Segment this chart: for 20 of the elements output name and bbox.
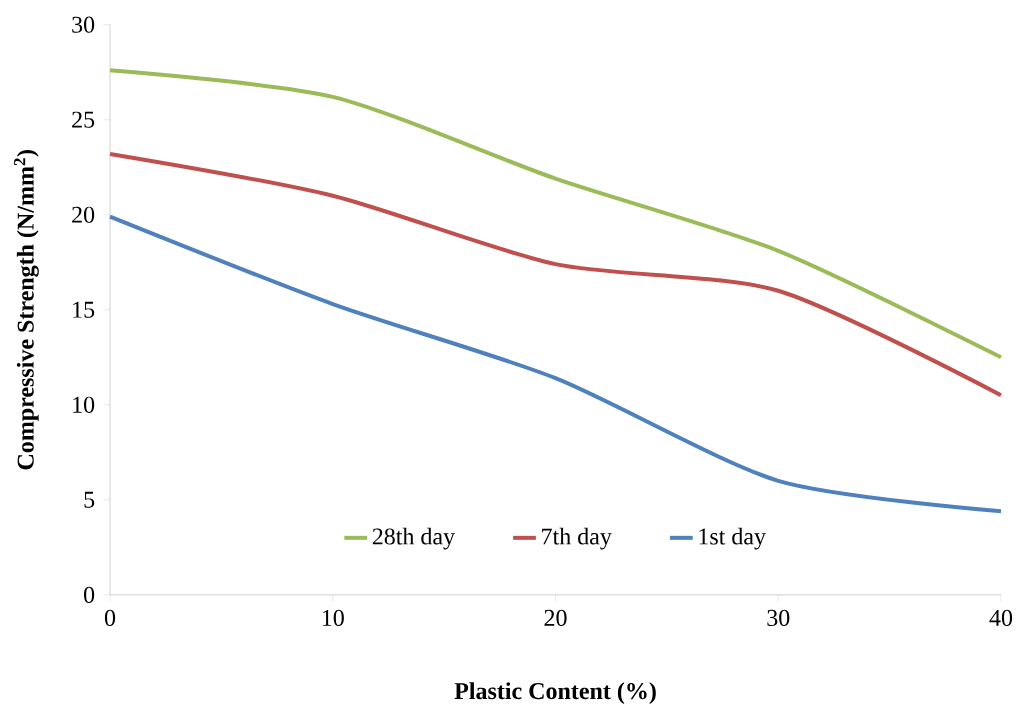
y-tick-label: 20: [72, 206, 95, 223]
y-tick-label: 5: [84, 491, 95, 508]
legend-label: 28th day: [372, 527, 456, 550]
x-tick-label: 0: [104, 609, 116, 627]
x-tick-label: 20: [544, 609, 567, 627]
y-tick-label: 30: [72, 16, 95, 33]
y-tick-label: 15: [73, 301, 95, 318]
y-tick-label: 0: [84, 586, 95, 603]
legend-label: 7th day: [542, 527, 612, 550]
line-series: [108, 68, 1003, 360]
x-tick-label: 40: [989, 609, 1013, 627]
x-tick-label: 10: [322, 609, 344, 627]
legend-label: 1st day: [699, 527, 766, 550]
y-tick-label: 10: [73, 396, 95, 413]
y-axis-title: Compressive Strength (N/mm$^{2}$): [14, 150, 39, 470]
x-tick-label: 30: [767, 609, 790, 627]
line-series: [108, 151, 1003, 398]
x-axis-title: Plastic Content (%): [454, 682, 656, 705]
y-tick-label: 25: [72, 111, 95, 128]
line-series: [108, 214, 1003, 514]
